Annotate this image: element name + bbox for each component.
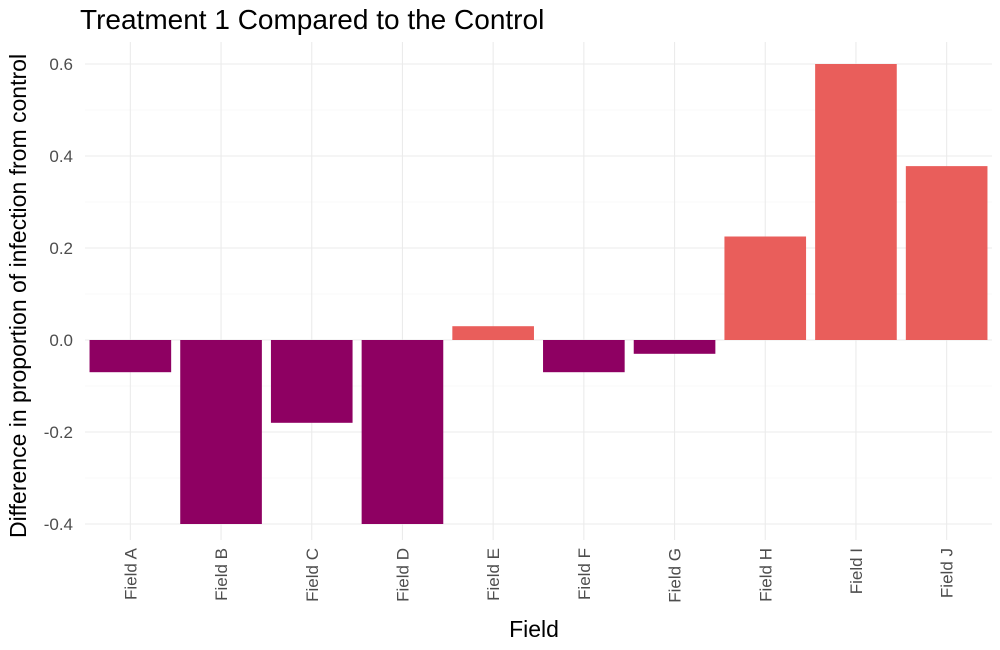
bar bbox=[270, 340, 353, 423]
bar bbox=[543, 340, 625, 373]
bar bbox=[815, 64, 897, 340]
x-tick-label: Field D bbox=[393, 548, 412, 602]
x-tick-label: Field J bbox=[938, 548, 957, 598]
x-tick-label: Field E bbox=[484, 548, 503, 601]
x-tick-label: Field I bbox=[847, 548, 866, 594]
x-tick-label: Field H bbox=[756, 548, 775, 602]
y-tick-label: 0.6 bbox=[49, 55, 73, 74]
y-tick-label: -0.2 bbox=[44, 423, 73, 442]
y-tick-label: 0.4 bbox=[49, 147, 73, 166]
bar bbox=[89, 340, 172, 373]
bars bbox=[89, 64, 988, 524]
x-axis-title: Field bbox=[509, 616, 559, 642]
x-tick-label: Field F bbox=[575, 548, 594, 600]
x-tick-label: Field A bbox=[121, 547, 140, 600]
chart-title: Treatment 1 Compared to the Control bbox=[80, 4, 544, 35]
bar bbox=[180, 340, 262, 524]
y-axis-title: Difference in proportion of infection fr… bbox=[5, 54, 31, 538]
y-tick-label: -0.4 bbox=[44, 515, 73, 534]
x-axis-ticks: Field A Field B Field C Field D Field E Field… bbox=[121, 547, 956, 602]
y-tick-label: 0.2 bbox=[49, 239, 73, 258]
x-tick-label: Field G bbox=[666, 548, 685, 603]
y-axis-ticks: -0.4 -0.2 0.0 0.2 0.4 0.6 bbox=[44, 55, 73, 534]
x-tick-label: Field B bbox=[212, 548, 231, 601]
bar bbox=[905, 166, 988, 340]
bar bbox=[724, 236, 807, 340]
bar bbox=[633, 340, 716, 354]
y-tick-label: 0.0 bbox=[49, 331, 73, 350]
bar bbox=[452, 326, 534, 340]
bar bbox=[361, 340, 444, 524]
x-tick-label: Field C bbox=[303, 548, 322, 602]
